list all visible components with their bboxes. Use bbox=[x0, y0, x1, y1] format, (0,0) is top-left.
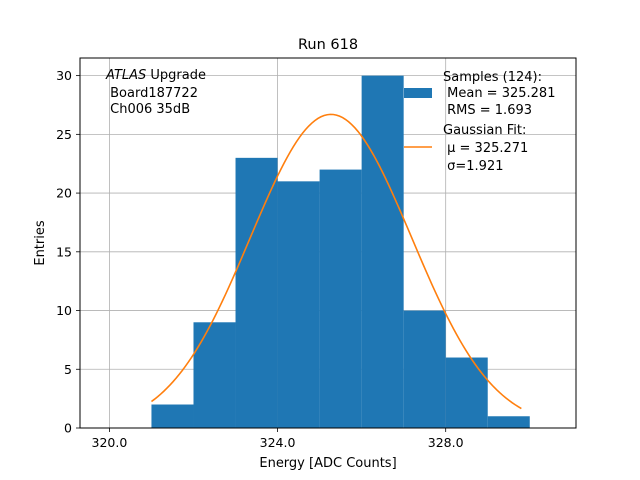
chart-title: Run 618 bbox=[298, 37, 358, 53]
histogram-bar-4 bbox=[319, 169, 362, 429]
histogram-bar-7 bbox=[445, 357, 488, 428]
histogram-bar-1 bbox=[193, 322, 236, 428]
histogram-bar-6 bbox=[403, 310, 446, 428]
annotation-line-2: Board187722 bbox=[106, 86, 198, 101]
histogram-bar-8 bbox=[487, 416, 530, 428]
y-axis-label: Entries bbox=[33, 220, 48, 266]
legend-samples-line-1: Samples (124): bbox=[443, 70, 542, 85]
y-tick-label-4: 20 bbox=[56, 186, 72, 201]
y-tick-label-0: 0 bbox=[64, 421, 72, 436]
annotation-line-1: ATLAS Upgrade bbox=[105, 68, 206, 83]
x-tick-label-0: 320.0 bbox=[92, 435, 128, 450]
atlas-annotation: ATLAS Upgrade Board187722 Ch006 35dB bbox=[105, 68, 206, 117]
histogram-bar-5 bbox=[361, 75, 404, 428]
x-tick-label-1: 324.0 bbox=[260, 435, 296, 450]
legend-samples-line-3: RMS = 1.693 bbox=[443, 103, 532, 118]
y-tick-label-3: 15 bbox=[56, 244, 72, 259]
plot-frame bbox=[79, 57, 577, 429]
legend-samples-line-2: Mean = 325.281 bbox=[443, 86, 555, 101]
y-axis-ticks: 0 5 10 15 20 25 30 bbox=[56, 68, 80, 436]
legend-fit-line-1: Gaussian Fit: bbox=[443, 123, 526, 138]
annotation-rest: Upgrade bbox=[146, 68, 206, 83]
y-tick-label-5: 25 bbox=[56, 127, 72, 142]
legend-fit-line-2: μ = 325.271 bbox=[443, 141, 528, 156]
annotation-line-3: Ch006 35dB bbox=[106, 102, 190, 117]
x-axis-ticks: 320.0 324.0 328.0 bbox=[92, 428, 464, 450]
histogram-bar-3 bbox=[277, 181, 320, 428]
y-tick-label-2: 10 bbox=[56, 303, 72, 318]
annotation-italic: ATLAS bbox=[105, 68, 146, 83]
x-axis-label: Energy [ADC Counts] bbox=[259, 456, 396, 471]
histogram-bar-2 bbox=[235, 157, 278, 429]
legend: Samples (124): Mean = 325.281 RMS = 1.69… bbox=[404, 70, 555, 174]
y-tick-label-6: 30 bbox=[56, 68, 72, 83]
gaussian-fit-curve bbox=[150, 113, 522, 410]
x-tick-label-2: 328.0 bbox=[428, 435, 464, 450]
histogram-bar-0 bbox=[151, 404, 194, 428]
histogram-bars bbox=[151, 75, 530, 429]
legend-fit-line-3: σ=1.921 bbox=[443, 159, 503, 174]
y-tick-label-1: 5 bbox=[64, 362, 72, 377]
legend-samples-patch bbox=[404, 88, 432, 98]
